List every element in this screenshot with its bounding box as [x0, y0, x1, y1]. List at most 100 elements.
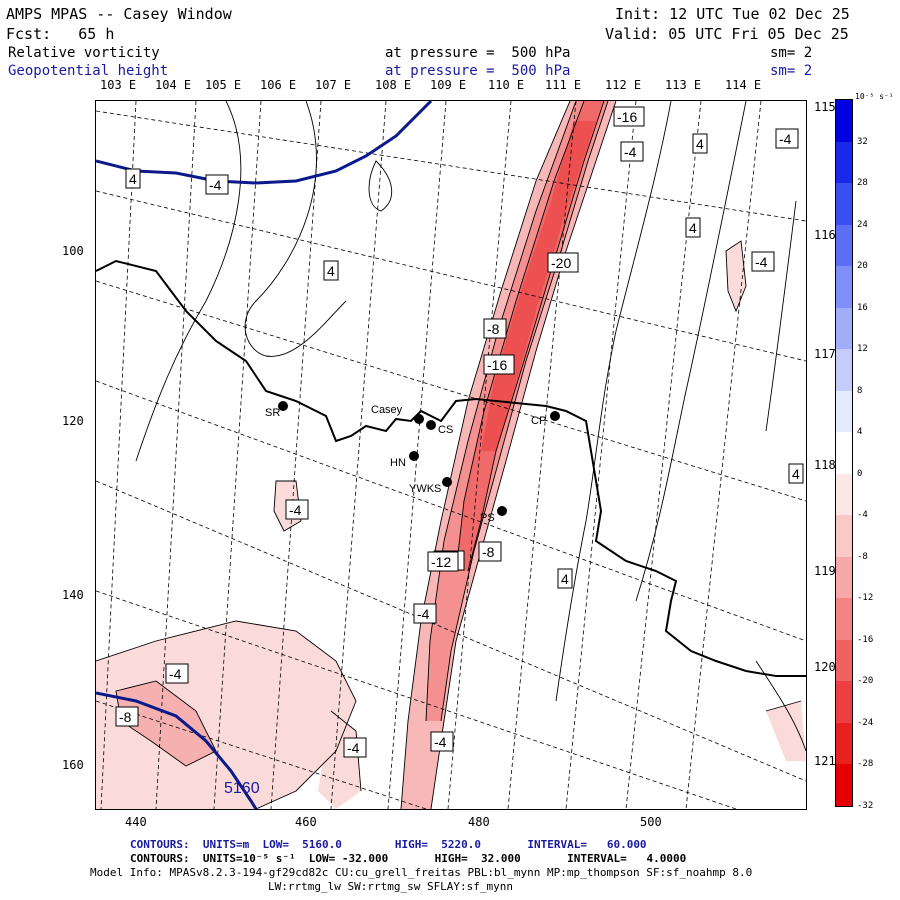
- contour-label-box: [775, 128, 799, 149]
- colorbar-label: 0: [857, 468, 863, 479]
- top-lon-label: 114 E: [725, 78, 762, 92]
- contour-label-text: 4: [792, 466, 800, 482]
- contour-label-text: -8: [119, 709, 132, 725]
- y-tick-label: 120: [62, 414, 84, 428]
- x-tick-label: 460: [295, 815, 317, 829]
- contour-label: -4: [413, 603, 437, 624]
- contour-label-text: -4: [434, 734, 447, 750]
- colorbar-frame: [835, 99, 853, 807]
- contour-label: -8: [478, 541, 502, 562]
- footer-model-info-2: LW:rrtmg_lw SW:rrtmg_sw SFLAY:sf_mynn: [268, 880, 514, 893]
- station-markers: SR Casey CS HN YWKS PS CP: [265, 401, 560, 524]
- height-contour-label: 5160: [224, 780, 260, 797]
- vorticity-fill-minus12: [456, 101, 604, 571]
- top-lon-label: 112 E: [605, 78, 642, 92]
- station-marker: [550, 411, 560, 421]
- contour-label: -4: [343, 737, 367, 758]
- longitude-grid: [100, 101, 762, 809]
- contour-label: -4: [285, 499, 309, 520]
- contour-label-box: [115, 706, 139, 727]
- contour-label-box: [205, 174, 229, 195]
- colorbar-swatch: [836, 639, 852, 682]
- contour-label-text: -4: [209, 177, 222, 193]
- colorbar-swatch: [836, 432, 852, 475]
- contour-label-text: -4: [779, 131, 792, 147]
- colorbar-swatch: [836, 681, 852, 724]
- contour-label-text: -4: [289, 502, 302, 518]
- station-marker: [497, 506, 507, 516]
- contour-label-text: -8: [482, 544, 495, 560]
- contour-label: -8: [115, 706, 139, 727]
- contour-label-text: 4: [129, 171, 137, 187]
- colorbar-label: 16: [857, 302, 868, 313]
- contour-label-text: -4: [755, 254, 768, 270]
- station-label: YWKS: [409, 483, 441, 495]
- field1-level: at pressure = 500 hPa: [385, 45, 571, 61]
- contour-label: -4: [205, 174, 229, 195]
- colorbar-swatch: [836, 224, 852, 267]
- y-tick-label: 160: [62, 758, 84, 772]
- colorbar-swatch: [836, 473, 852, 516]
- contour-label: -16: [483, 354, 515, 375]
- station-marker: [442, 477, 452, 487]
- station-marker: [414, 414, 424, 424]
- contour-label: -4: [165, 663, 189, 684]
- vorticity-fill-southwest: [96, 621, 356, 809]
- top-lon-label: 107 E: [315, 78, 352, 92]
- station-label: CS: [438, 424, 453, 436]
- contour-label-text: -4: [169, 666, 182, 682]
- footer-model-info: Model Info: MPASv8.2.3-194-gf29cd82c CU:…: [90, 866, 753, 879]
- init-time: Init: 12 UTC Tue 02 Dec 25: [615, 5, 850, 23]
- contour-label-box: [343, 737, 367, 758]
- vorticity-fill-minus8: [426, 101, 608, 721]
- contour-label-box: [285, 499, 309, 520]
- map-svg: 5160 -16-44-44-44-204-4-8-16-44-12-8-124…: [96, 101, 806, 809]
- colorbar-label: -16: [857, 634, 874, 645]
- forecast-hour: Fcst: 65 h: [6, 25, 115, 43]
- contour-label-text: -8: [487, 321, 500, 337]
- top-lon-label: 103 E: [100, 78, 137, 92]
- colorbar-label: 4: [857, 427, 863, 438]
- contour-label-box: [125, 168, 141, 189]
- contour-label-box: [323, 260, 339, 281]
- contour-label-box: [478, 541, 502, 562]
- vorticity-contours: [96, 101, 806, 809]
- top-lon-label: 108 E: [375, 78, 412, 92]
- top-lon-label: 110 E: [488, 78, 525, 92]
- contour-label: 4: [788, 463, 804, 484]
- map-title: AMPS MPAS -- Casey Window: [6, 5, 232, 23]
- colorbar-swatch: [836, 266, 852, 309]
- colorbar-label: 20: [857, 261, 868, 272]
- contour-label-box: [692, 133, 708, 154]
- station-label: HN: [390, 457, 406, 469]
- station-label: CP: [531, 415, 546, 427]
- contour-label-box: [788, 463, 804, 484]
- colorbar-swatch: [836, 515, 852, 558]
- contour-label-box: [751, 251, 775, 272]
- contour-labels: -16-44-44-44-204-4-8-16-44-12-8-124-4-4-…: [115, 106, 804, 758]
- contour-label-box: [547, 252, 579, 273]
- colorbar-swatch: [836, 390, 852, 433]
- contour-label: -12: [427, 551, 459, 572]
- colorbar-label: 12: [857, 344, 868, 355]
- contour-label: 4: [557, 568, 573, 589]
- footer-vorticity-contours: CONTOURS: UNITS=10⁻⁵ s⁻¹ LOW= -32.000 HI…: [130, 852, 687, 865]
- colorbar-label: -20: [857, 676, 874, 687]
- contour-label-box: [165, 663, 189, 684]
- contour-label-text: -12: [431, 554, 451, 570]
- top-lon-label: 104 E: [155, 78, 192, 92]
- contour-label-text: -4: [624, 144, 637, 160]
- contour-label-box: [483, 318, 507, 339]
- contour-label: 4: [685, 217, 701, 238]
- field2-smoothing: sm= 2: [770, 63, 813, 79]
- colorbar-label: -24: [857, 717, 874, 728]
- vorticity-fill-east: [726, 241, 746, 311]
- top-lon-label: 109 E: [430, 78, 467, 92]
- field1-smoothing: sm= 2: [770, 45, 813, 61]
- contour-label: -4: [620, 141, 644, 162]
- x-tick-label: 480: [468, 815, 490, 829]
- coastline: [96, 259, 806, 677]
- contour-label-text: -16: [617, 109, 637, 125]
- colorbar-swatch: [836, 556, 852, 599]
- contour-label-text: 4: [327, 263, 335, 279]
